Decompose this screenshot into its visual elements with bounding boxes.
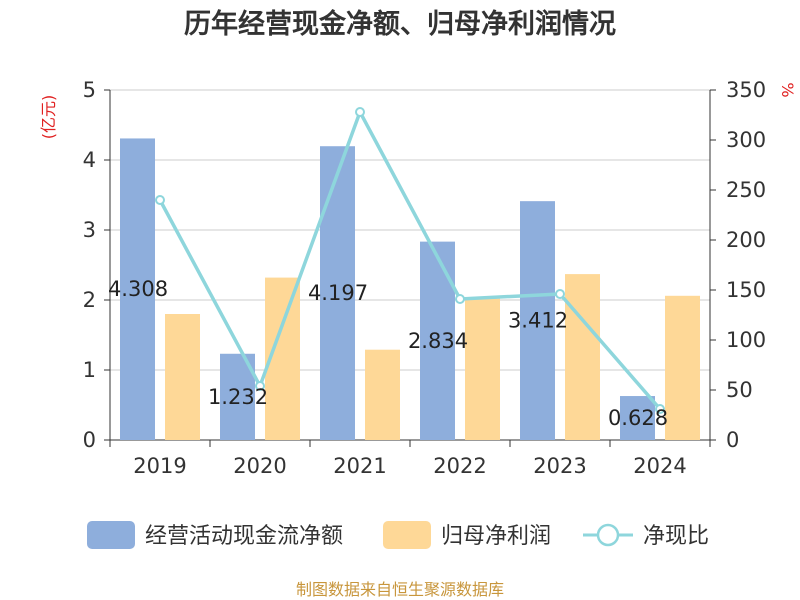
- net-profit-bar: [365, 349, 400, 440]
- right-tick-label: 100: [726, 328, 766, 352]
- right-tick-label: 150: [726, 278, 766, 302]
- left-tick-label: 4: [83, 148, 96, 172]
- ratio-line: [155, 107, 665, 414]
- cashflow-bar: [520, 201, 555, 440]
- left-tick-label: 1: [83, 358, 96, 382]
- ratio-point: [155, 195, 165, 205]
- cashflow-data-label: 3.412: [508, 309, 568, 333]
- right-tick-label: 50: [726, 378, 753, 402]
- right-tick-label: 350: [726, 78, 766, 102]
- cashflow-bar: [320, 146, 355, 440]
- x-tick-label: 2020: [233, 454, 286, 478]
- net-profit-bar: [565, 274, 600, 440]
- right-tick-label: 200: [726, 228, 766, 252]
- x-tick-label: 2022: [433, 454, 486, 478]
- left-tick-label: 0: [83, 428, 96, 452]
- legend-label-ratio: 净现比: [643, 524, 709, 549]
- cashflow-data-label: 4.197: [308, 281, 368, 305]
- ratio-point: [455, 294, 465, 304]
- legend-label-cashflow: 经营活动现金流净额: [145, 524, 343, 549]
- cashflow-data-label: 1.232: [208, 385, 268, 409]
- right-axis-unit: %: [778, 82, 797, 97]
- legend-swatch-net-profit: [383, 521, 431, 549]
- cashflow-bar: [120, 138, 155, 440]
- net-profit-bar: [465, 298, 500, 440]
- x-tick-label: 2024: [633, 454, 686, 478]
- net-profit-bar: [665, 295, 700, 440]
- left-tick-label: 2: [83, 288, 96, 312]
- ratio-point: [655, 404, 665, 414]
- cashflow-bar: [420, 241, 455, 440]
- ratio-point: [255, 381, 265, 391]
- left-tick-label: 5: [83, 78, 96, 102]
- cashflow-data-label: 0.628: [608, 406, 668, 430]
- cashflow-bar: [620, 396, 655, 440]
- left-tick-label: 3: [83, 218, 96, 242]
- cashflow-data-label: 2.834: [408, 329, 468, 353]
- ratio-line-path: [158, 110, 662, 411]
- gridlines: [110, 89, 710, 371]
- ratio-point: [355, 107, 365, 117]
- legend-swatch-cashflow: [87, 521, 135, 549]
- left-axis-unit: (亿元): [39, 95, 58, 140]
- x-tick-label: 2021: [333, 454, 386, 478]
- cashflow-data-label: 4.308: [108, 277, 168, 301]
- x-tick-label: 2019: [133, 454, 186, 478]
- bars: [120, 138, 700, 440]
- legend: 经营活动现金流净额 归母净利润 净现比: [87, 521, 709, 549]
- right-tick-label: 0: [726, 428, 739, 452]
- ratio-point: [555, 289, 565, 299]
- legend-label-net-profit: 归母净利润: [441, 524, 551, 549]
- x-tick-label: 2023: [533, 454, 586, 478]
- legend-swatch-ratio-marker: [596, 523, 620, 547]
- chart-title: 历年经营现金净额、归母净利润情况: [184, 8, 616, 40]
- right-tick-label: 300: [726, 128, 766, 152]
- right-tick-label: 250: [726, 178, 766, 202]
- data-labels: 4.308 1.232 4.197 2.834 3.412 0.628: [108, 277, 668, 430]
- source-note: 制图数据来自恒生聚源数据库: [296, 580, 504, 599]
- net-profit-bar: [165, 314, 200, 440]
